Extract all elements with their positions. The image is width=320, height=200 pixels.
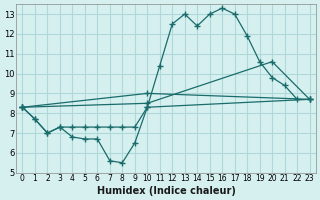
X-axis label: Humidex (Indice chaleur): Humidex (Indice chaleur) <box>97 186 236 196</box>
